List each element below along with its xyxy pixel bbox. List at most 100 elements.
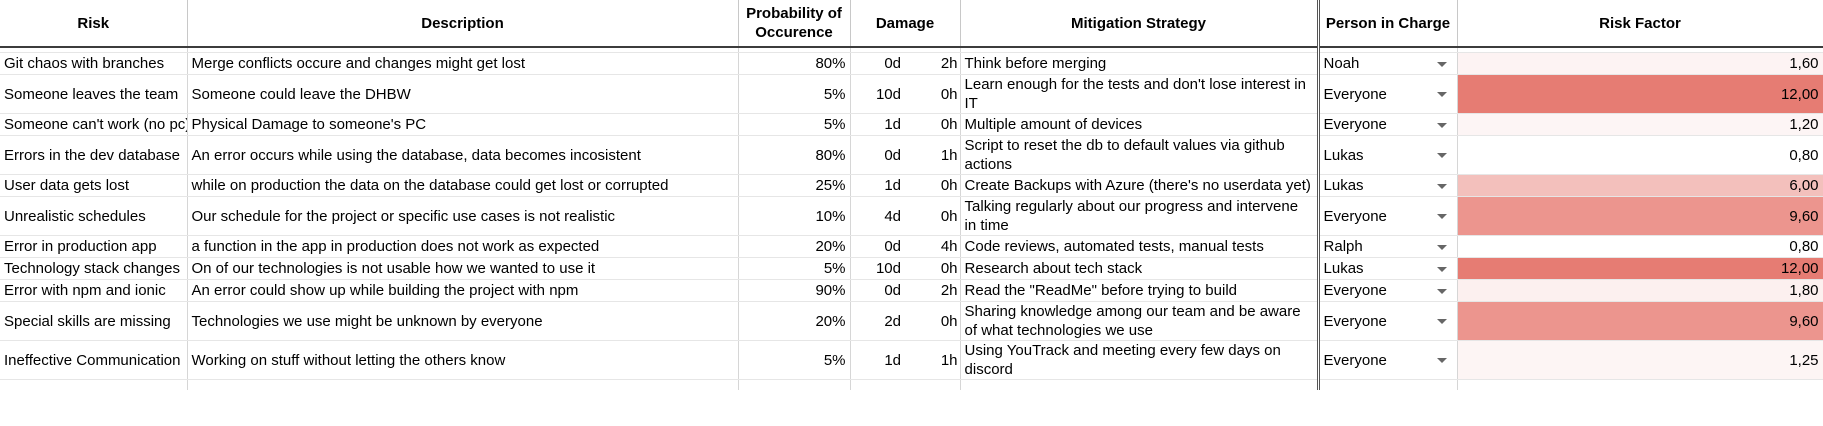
person-cell[interactable]: Lukas [1318, 257, 1458, 280]
mitigation-cell[interactable]: Research about tech stack [960, 257, 1320, 280]
probability-cell[interactable]: 20% [738, 235, 851, 258]
damage-hours-cell[interactable]: 1h [901, 340, 961, 380]
damage-hours-cell[interactable]: 0h [901, 174, 961, 197]
risk-cell[interactable]: Error with npm and ionic [0, 279, 188, 302]
mitigation-cell[interactable]: Sharing knowledge among our team and be … [960, 301, 1320, 341]
header-mitigation[interactable]: Mitigation Strategy [960, 0, 1320, 48]
mitigation-cell[interactable]: Learn enough for the tests and don't los… [960, 74, 1320, 114]
damage-hours-cell[interactable]: 0h [901, 196, 961, 236]
probability-cell[interactable]: 5% [738, 113, 851, 136]
dropdown-caret-icon[interactable] [1436, 183, 1447, 189]
risk-factor-cell[interactable]: 9,60 [1457, 301, 1823, 341]
dropdown-caret-icon[interactable] [1436, 266, 1447, 272]
dropdown-caret-icon[interactable] [1436, 61, 1447, 67]
damage-days-cell[interactable]: 0d [850, 135, 901, 175]
description-cell[interactable]: Our schedule for the project or specific… [187, 196, 739, 236]
damage-hours-cell[interactable]: 1h [901, 135, 961, 175]
description-cell[interactable]: On of our technologies is not usable how… [187, 257, 739, 280]
header-person[interactable]: Person in Charge [1318, 0, 1458, 48]
damage-days-cell[interactable]: 0d [850, 235, 901, 258]
person-cell[interactable]: Everyone [1318, 279, 1458, 302]
probability-cell[interactable]: 5% [738, 257, 851, 280]
risk-factor-cell[interactable]: 12,00 [1457, 74, 1823, 114]
risk-factor-cell[interactable]: 1,20 [1457, 113, 1823, 136]
probability-cell[interactable]: 90% [738, 279, 851, 302]
damage-days-cell[interactable]: 1d [850, 340, 901, 380]
damage-days-cell[interactable]: 1d [850, 113, 901, 136]
damage-days-cell[interactable]: 4d [850, 196, 901, 236]
mitigation-cell[interactable]: Create Backups with Azure (there's no us… [960, 174, 1320, 197]
person-cell[interactable]: Noah [1318, 52, 1458, 75]
risk-cell[interactable]: Special skills are missing [0, 301, 188, 341]
dropdown-caret-icon[interactable] [1436, 358, 1447, 363]
description-cell[interactable]: Working on stuff without letting the oth… [187, 340, 739, 380]
mitigation-cell[interactable]: Using YouTrack and meeting every few day… [960, 340, 1320, 380]
damage-days-cell[interactable]: 1d [850, 174, 901, 197]
description-cell[interactable]: Physical Damage to someone's PC [187, 113, 739, 136]
dropdown-caret-icon[interactable] [1436, 288, 1447, 294]
description-cell[interactable]: while on production the data on the data… [187, 174, 739, 197]
risk-cell[interactable]: Error in production app [0, 235, 188, 258]
risk-cell[interactable]: Someone leaves the team [0, 74, 188, 114]
person-cell[interactable]: Everyone [1318, 74, 1458, 114]
risk-factor-cell[interactable]: 9,60 [1457, 196, 1823, 236]
mitigation-cell[interactable]: Multiple amount of devices [960, 113, 1320, 136]
description-cell[interactable]: Someone could leave the DHBW [187, 74, 739, 114]
risk-factor-cell[interactable]: 1,25 [1457, 340, 1823, 380]
dropdown-caret-icon[interactable] [1436, 92, 1447, 97]
risk-cell[interactable]: Someone can't work (no pc) [0, 113, 188, 136]
risk-factor-cell[interactable]: 6,00 [1457, 174, 1823, 197]
probability-cell[interactable]: 80% [738, 52, 851, 75]
probability-cell[interactable]: 80% [738, 135, 851, 175]
header-risk-factor[interactable]: Risk Factor [1457, 0, 1823, 48]
risk-factor-cell[interactable]: 1,60 [1457, 52, 1823, 75]
probability-cell[interactable]: 20% [738, 301, 851, 341]
description-cell[interactable]: An error occurs while using the database… [187, 135, 739, 175]
probability-cell[interactable]: 5% [738, 74, 851, 114]
damage-hours-cell[interactable]: 0h [901, 113, 961, 136]
damage-days-cell[interactable]: 0d [850, 279, 901, 302]
risk-cell[interactable]: Technology stack changes [0, 257, 188, 280]
dropdown-caret-icon[interactable] [1436, 244, 1447, 250]
header-damage[interactable]: Damage [850, 0, 961, 48]
risk-cell[interactable]: User data gets lost [0, 174, 188, 197]
description-cell[interactable]: Merge conflicts occure and changes might… [187, 52, 739, 75]
header-probability[interactable]: Probability of Occurence [738, 0, 851, 48]
risk-factor-cell[interactable]: 0,80 [1457, 135, 1823, 175]
description-cell[interactable]: An error could show up while building th… [187, 279, 739, 302]
person-cell[interactable]: Ralph [1318, 235, 1458, 258]
risk-factor-cell[interactable]: 1,80 [1457, 279, 1823, 302]
header-risk[interactable]: Risk [0, 0, 188, 48]
risk-cell[interactable]: Errors in the dev database [0, 135, 188, 175]
risk-cell[interactable]: Ineffective Communication [0, 340, 188, 380]
person-cell[interactable]: Everyone [1318, 196, 1458, 236]
probability-cell[interactable]: 25% [738, 174, 851, 197]
risk-cell[interactable]: Unrealistic schedules [0, 196, 188, 236]
mitigation-cell[interactable]: Script to reset the db to default values… [960, 135, 1320, 175]
risk-factor-cell[interactable]: 0,80 [1457, 235, 1823, 258]
header-description[interactable]: Description [187, 0, 739, 48]
description-cell[interactable]: Technologies we use might be unknown by … [187, 301, 739, 341]
damage-hours-cell[interactable]: 0h [901, 301, 961, 341]
mitigation-cell[interactable]: Read the "ReadMe" before trying to build [960, 279, 1320, 302]
damage-hours-cell[interactable]: 2h [901, 52, 961, 75]
probability-cell[interactable]: 10% [738, 196, 851, 236]
damage-days-cell[interactable]: 10d [850, 257, 901, 280]
damage-hours-cell[interactable]: 4h [901, 235, 961, 258]
description-cell[interactable]: a function in the app in production does… [187, 235, 739, 258]
risk-cell[interactable]: Git chaos with branches [0, 52, 188, 75]
damage-days-cell[interactable]: 10d [850, 74, 901, 114]
damage-days-cell[interactable]: 2d [850, 301, 901, 341]
damage-hours-cell[interactable]: 0h [901, 257, 961, 280]
damage-hours-cell[interactable]: 2h [901, 279, 961, 302]
dropdown-caret-icon[interactable] [1436, 319, 1447, 324]
dropdown-caret-icon[interactable] [1436, 214, 1447, 219]
damage-hours-cell[interactable]: 0h [901, 74, 961, 114]
person-cell[interactable]: Everyone [1318, 113, 1458, 136]
dropdown-caret-icon[interactable] [1436, 122, 1447, 128]
mitigation-cell[interactable]: Think before merging [960, 52, 1320, 75]
person-cell[interactable]: Lukas [1318, 174, 1458, 197]
mitigation-cell[interactable]: Code reviews, automated tests, manual te… [960, 235, 1320, 258]
damage-days-cell[interactable]: 0d [850, 52, 901, 75]
person-cell[interactable]: Lukas [1318, 135, 1458, 175]
